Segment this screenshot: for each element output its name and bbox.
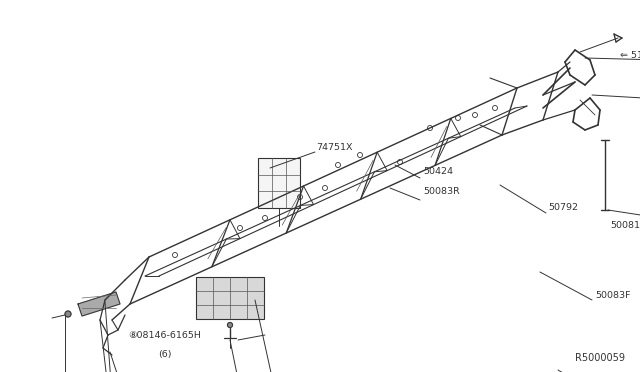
- Text: 50083F: 50083F: [595, 291, 630, 299]
- Text: 50792: 50792: [548, 203, 578, 212]
- Text: 74751X: 74751X: [316, 144, 353, 153]
- Text: ⑧08146-6165H: ⑧08146-6165H: [128, 330, 201, 340]
- FancyBboxPatch shape: [196, 277, 264, 319]
- Text: 50081AA: 50081AA: [610, 221, 640, 230]
- Text: R5000059: R5000059: [575, 353, 625, 363]
- Text: 50083R: 50083R: [423, 187, 460, 196]
- Circle shape: [227, 323, 232, 327]
- Text: ⇐ 51172+A: ⇐ 51172+A: [620, 51, 640, 61]
- FancyBboxPatch shape: [258, 158, 300, 208]
- Polygon shape: [78, 292, 120, 316]
- Text: 50424: 50424: [423, 167, 453, 176]
- Circle shape: [65, 311, 71, 317]
- Text: (6): (6): [158, 350, 172, 359]
